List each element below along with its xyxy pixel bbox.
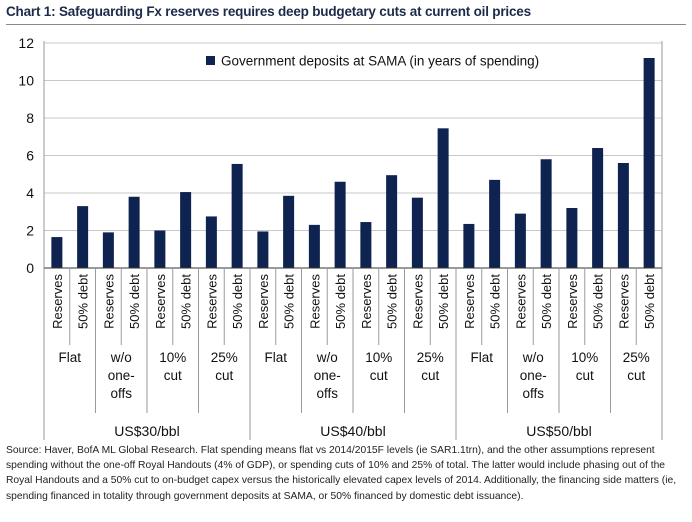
bar (540, 159, 552, 268)
source-note: Source: Haver, BofA ML Global Research. … (6, 445, 677, 502)
bar (463, 223, 475, 268)
bar (489, 179, 501, 268)
scenario-label: one- (520, 368, 547, 383)
scenario-label: Flat (264, 350, 287, 365)
category-label: Reserves (101, 274, 116, 329)
category-label: Reserves (50, 274, 65, 329)
bar (154, 230, 166, 268)
scenario-label: Flat (470, 350, 493, 365)
price-group-label: US$40/bbl (320, 423, 385, 439)
category-label: Reserves (204, 274, 219, 329)
scenario-label: cut (370, 368, 388, 383)
scenario-label: cut (215, 368, 233, 383)
bar (334, 181, 346, 268)
bar (283, 195, 295, 268)
scenario-label: w/o (522, 350, 544, 365)
category-label: 50% debt (385, 274, 400, 329)
category-label: 50% debt (179, 274, 194, 329)
title-rule (6, 24, 686, 25)
category-label: 50% debt (282, 274, 297, 329)
category-label: 50% debt (436, 274, 451, 329)
bar (617, 163, 629, 268)
scenario-label: cut (421, 368, 439, 383)
category-label: Reserves (359, 274, 374, 329)
scenario-label: offs (522, 386, 544, 401)
bar (386, 175, 398, 268)
bar (205, 216, 217, 268)
category-label: 50% debt (127, 274, 142, 329)
scenario-label: 25% (211, 350, 238, 365)
category-label: Reserves (307, 274, 322, 329)
legend-swatch (206, 56, 215, 65)
price-group-label: US$50/bbl (526, 423, 591, 439)
scenario-label: 10% (571, 350, 598, 365)
category-label: Reserves (410, 274, 425, 329)
bar-chart: 0 2 4 6 8 10 12 Reserves 50% debt Reserves 50% deb… (18, 35, 663, 440)
scenario-label: cut (627, 368, 645, 383)
scenario-label: 25% (623, 350, 650, 365)
scenario-label: 10% (159, 350, 186, 365)
category-label: Reserves (513, 274, 528, 329)
category-label: Reserves (462, 274, 477, 329)
bar (231, 163, 243, 268)
scenario-label: one- (108, 368, 135, 383)
scenario-label: cut (576, 368, 594, 383)
y-tick-label: 2 (26, 223, 34, 239)
bar (566, 208, 578, 268)
bar (51, 237, 63, 268)
category-label: 50% debt (539, 274, 554, 329)
scenario-label: w/o (110, 350, 132, 365)
bar (514, 213, 526, 268)
price-group-label: US$30/bbl (114, 423, 179, 439)
bar (437, 128, 449, 268)
category-label: 50% debt (488, 274, 503, 329)
category-label: Reserves (153, 274, 168, 329)
category-label: 50% debt (76, 274, 91, 329)
category-label: Reserves (616, 274, 631, 329)
bar (128, 196, 140, 268)
bar (308, 224, 320, 268)
bar (360, 222, 372, 268)
y-tick-label: 12 (18, 35, 34, 51)
y-tick-label: 4 (26, 185, 34, 201)
category-label: 50% debt (642, 274, 657, 329)
scenario-label: w/o (316, 350, 338, 365)
scenario-label: offs (316, 386, 338, 401)
scenario-label: 25% (417, 350, 444, 365)
scenario-label: one- (314, 368, 341, 383)
bar (102, 232, 114, 268)
y-tick-label: 8 (26, 110, 34, 126)
chart-title: Chart 1: Safeguarding Fx reserves requir… (6, 4, 531, 19)
category-label: 50% debt (230, 274, 245, 329)
scenario-label: offs (110, 386, 132, 401)
category-label: 50% debt (333, 274, 348, 329)
category-label: Reserves (565, 274, 580, 329)
scenario-label: Flat (58, 350, 81, 365)
category-label: 50% debt (591, 274, 606, 329)
legend-label: Government deposits at SAMA (in years of… (221, 54, 539, 69)
bar (411, 197, 423, 268)
y-tick-label: 6 (26, 148, 34, 164)
bar (257, 231, 269, 268)
bar (643, 58, 655, 268)
bar (77, 206, 89, 268)
y-tick-label: 10 (18, 73, 34, 89)
scenario-label: 10% (365, 350, 392, 365)
scenario-label: cut (164, 368, 182, 383)
bar (180, 192, 192, 268)
y-tick-label: 0 (26, 260, 34, 276)
category-label: Reserves (256, 274, 271, 329)
bar (592, 148, 604, 268)
